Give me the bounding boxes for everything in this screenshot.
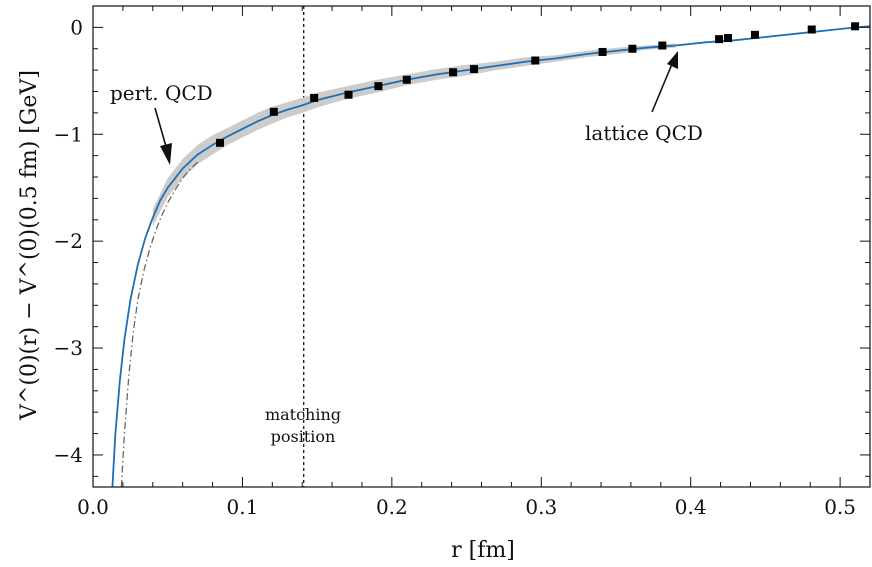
x-tick-label: 0.3 [525,495,557,519]
pert-qcd-annotation: pert. QCD [110,81,213,105]
lattice-data-point [470,65,478,73]
y-tick-label: 0 [70,15,83,39]
matching-annotation-line2: position [271,427,336,446]
lattice-data-point [628,45,636,53]
plot-area [112,6,870,487]
x-tick-label: 0.0 [77,495,109,519]
lattice-data-point [531,57,539,65]
lattice-data-point [724,34,732,42]
lattice-qcd-annotation: lattice QCD [585,121,703,145]
plot-border [93,6,870,487]
pert-qcd-arrow [155,108,172,165]
x-tick-label: 0.5 [824,495,856,519]
x-tick-label: 0.2 [376,495,408,519]
lattice-data-point [599,48,607,56]
lattice-data-point [658,42,666,50]
x-tick-label: 0.4 [675,495,707,519]
lattice-qcd-arrow [652,51,678,112]
lattice-data-point [403,76,411,84]
x-tick-label: 0.1 [227,495,259,519]
lattice-data-point [449,68,457,76]
lattice-data-point [216,139,224,147]
x-axis-label: r [fm] [451,538,515,563]
plot-frame [93,6,870,487]
lattice-data-point [715,35,723,43]
y-tick-label: −4 [54,443,83,467]
lattice-data-point [270,108,278,116]
lattice-data-point [374,82,382,90]
y-tick-label: −3 [54,336,83,360]
y-axis-label: V^(0)(r) − V^(0)(0.5 fm) [GeV] [17,70,42,421]
matching-annotation-line1: matching [265,405,341,424]
matched-potential-line [112,26,870,487]
plot-group [112,6,870,487]
lattice-data-point [808,26,816,34]
lattice-data-point [310,94,318,102]
lattice-data-point [851,22,859,30]
y-tick-label: −1 [54,122,83,146]
lattice-data-point [345,91,353,99]
lattice-data-point [751,31,759,39]
y-tick-label: −2 [54,229,83,253]
